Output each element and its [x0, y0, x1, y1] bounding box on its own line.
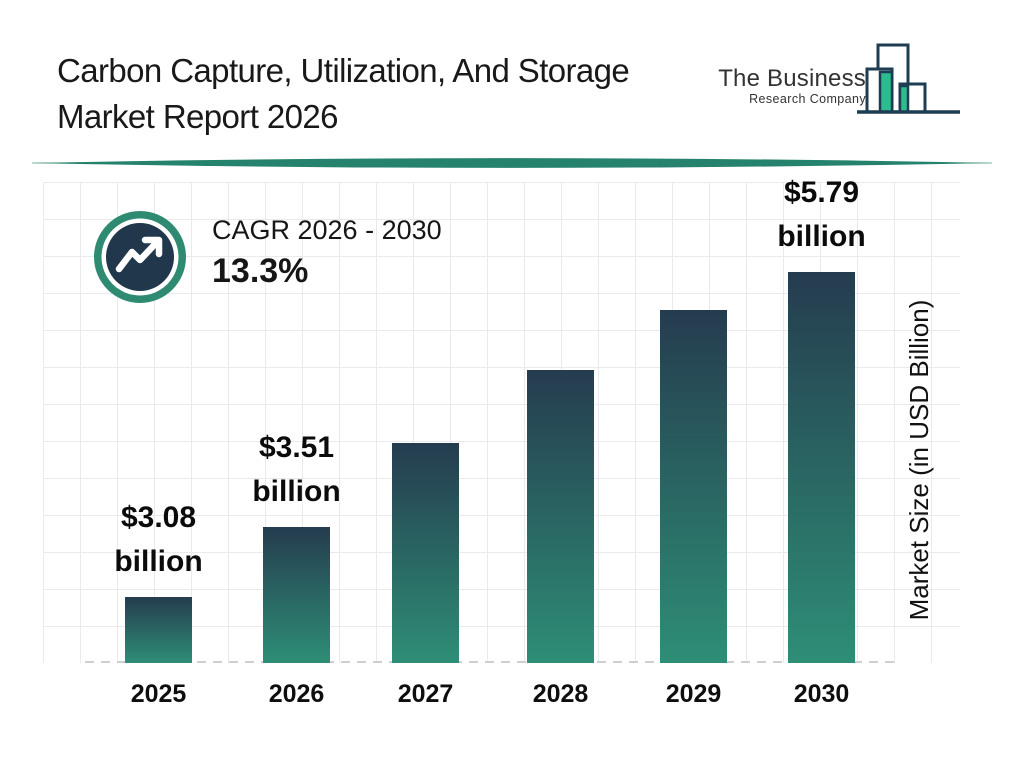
- cagr-block: CAGR 2026 - 2030 13.3%: [212, 212, 442, 294]
- x-axis-tick-2030: 2030: [793, 680, 850, 708]
- x-axis-baseline: [85, 661, 895, 663]
- data-label-unit: billion: [114, 545, 203, 578]
- data-label-unit: billion: [252, 475, 341, 508]
- data-label-value: $5.79: [783, 176, 860, 209]
- y-axis-title: Market Size (in USD Billion): [904, 299, 934, 621]
- cagr-value: 13.3%: [212, 252, 309, 290]
- data-label-2025: $3.08 billion: [69, 496, 249, 584]
- data-label-value: $3.08: [120, 501, 197, 534]
- x-axis-tick-2025: 2025: [130, 680, 187, 708]
- x-axis-tick-2027: 2027: [397, 680, 454, 708]
- x-axis-tick-2028: 2028: [532, 680, 589, 708]
- trending-up-icon: [115, 236, 163, 273]
- bar-chart-skyline-logo-icon: [857, 43, 960, 114]
- divider-line: [30, 158, 994, 168]
- x-axis-tick-2026: 2026: [268, 680, 325, 708]
- cagr-badge: [94, 211, 186, 303]
- bar-2029: [660, 310, 727, 663]
- bar-2028: [527, 370, 594, 663]
- bar-2025: [125, 597, 192, 663]
- data-label-2026: $3.51 billion: [207, 426, 387, 514]
- bar-2027: [392, 443, 459, 663]
- page-title-line1: Carbon Capture, Utilization, And Storage: [57, 52, 630, 89]
- data-label-2030: $5.79 billion: [732, 171, 912, 259]
- brand-name: The Business Research Company: [714, 65, 866, 107]
- page-title-line2: Market Report 2026: [57, 98, 338, 135]
- x-axis-tick-2029: 2029: [665, 680, 722, 708]
- brand-name-line1: The Business: [718, 65, 866, 92]
- bar-2026: [263, 527, 330, 663]
- bar-2030: [788, 272, 855, 663]
- data-label-value: $3.51: [258, 431, 335, 464]
- page-title: Carbon Capture, Utilization, And Storage…: [57, 48, 737, 140]
- cagr-label: CAGR 2026 - 2030: [212, 215, 442, 245]
- data-label-unit: billion: [777, 220, 866, 253]
- brand-name-line2: Research Company: [749, 92, 866, 106]
